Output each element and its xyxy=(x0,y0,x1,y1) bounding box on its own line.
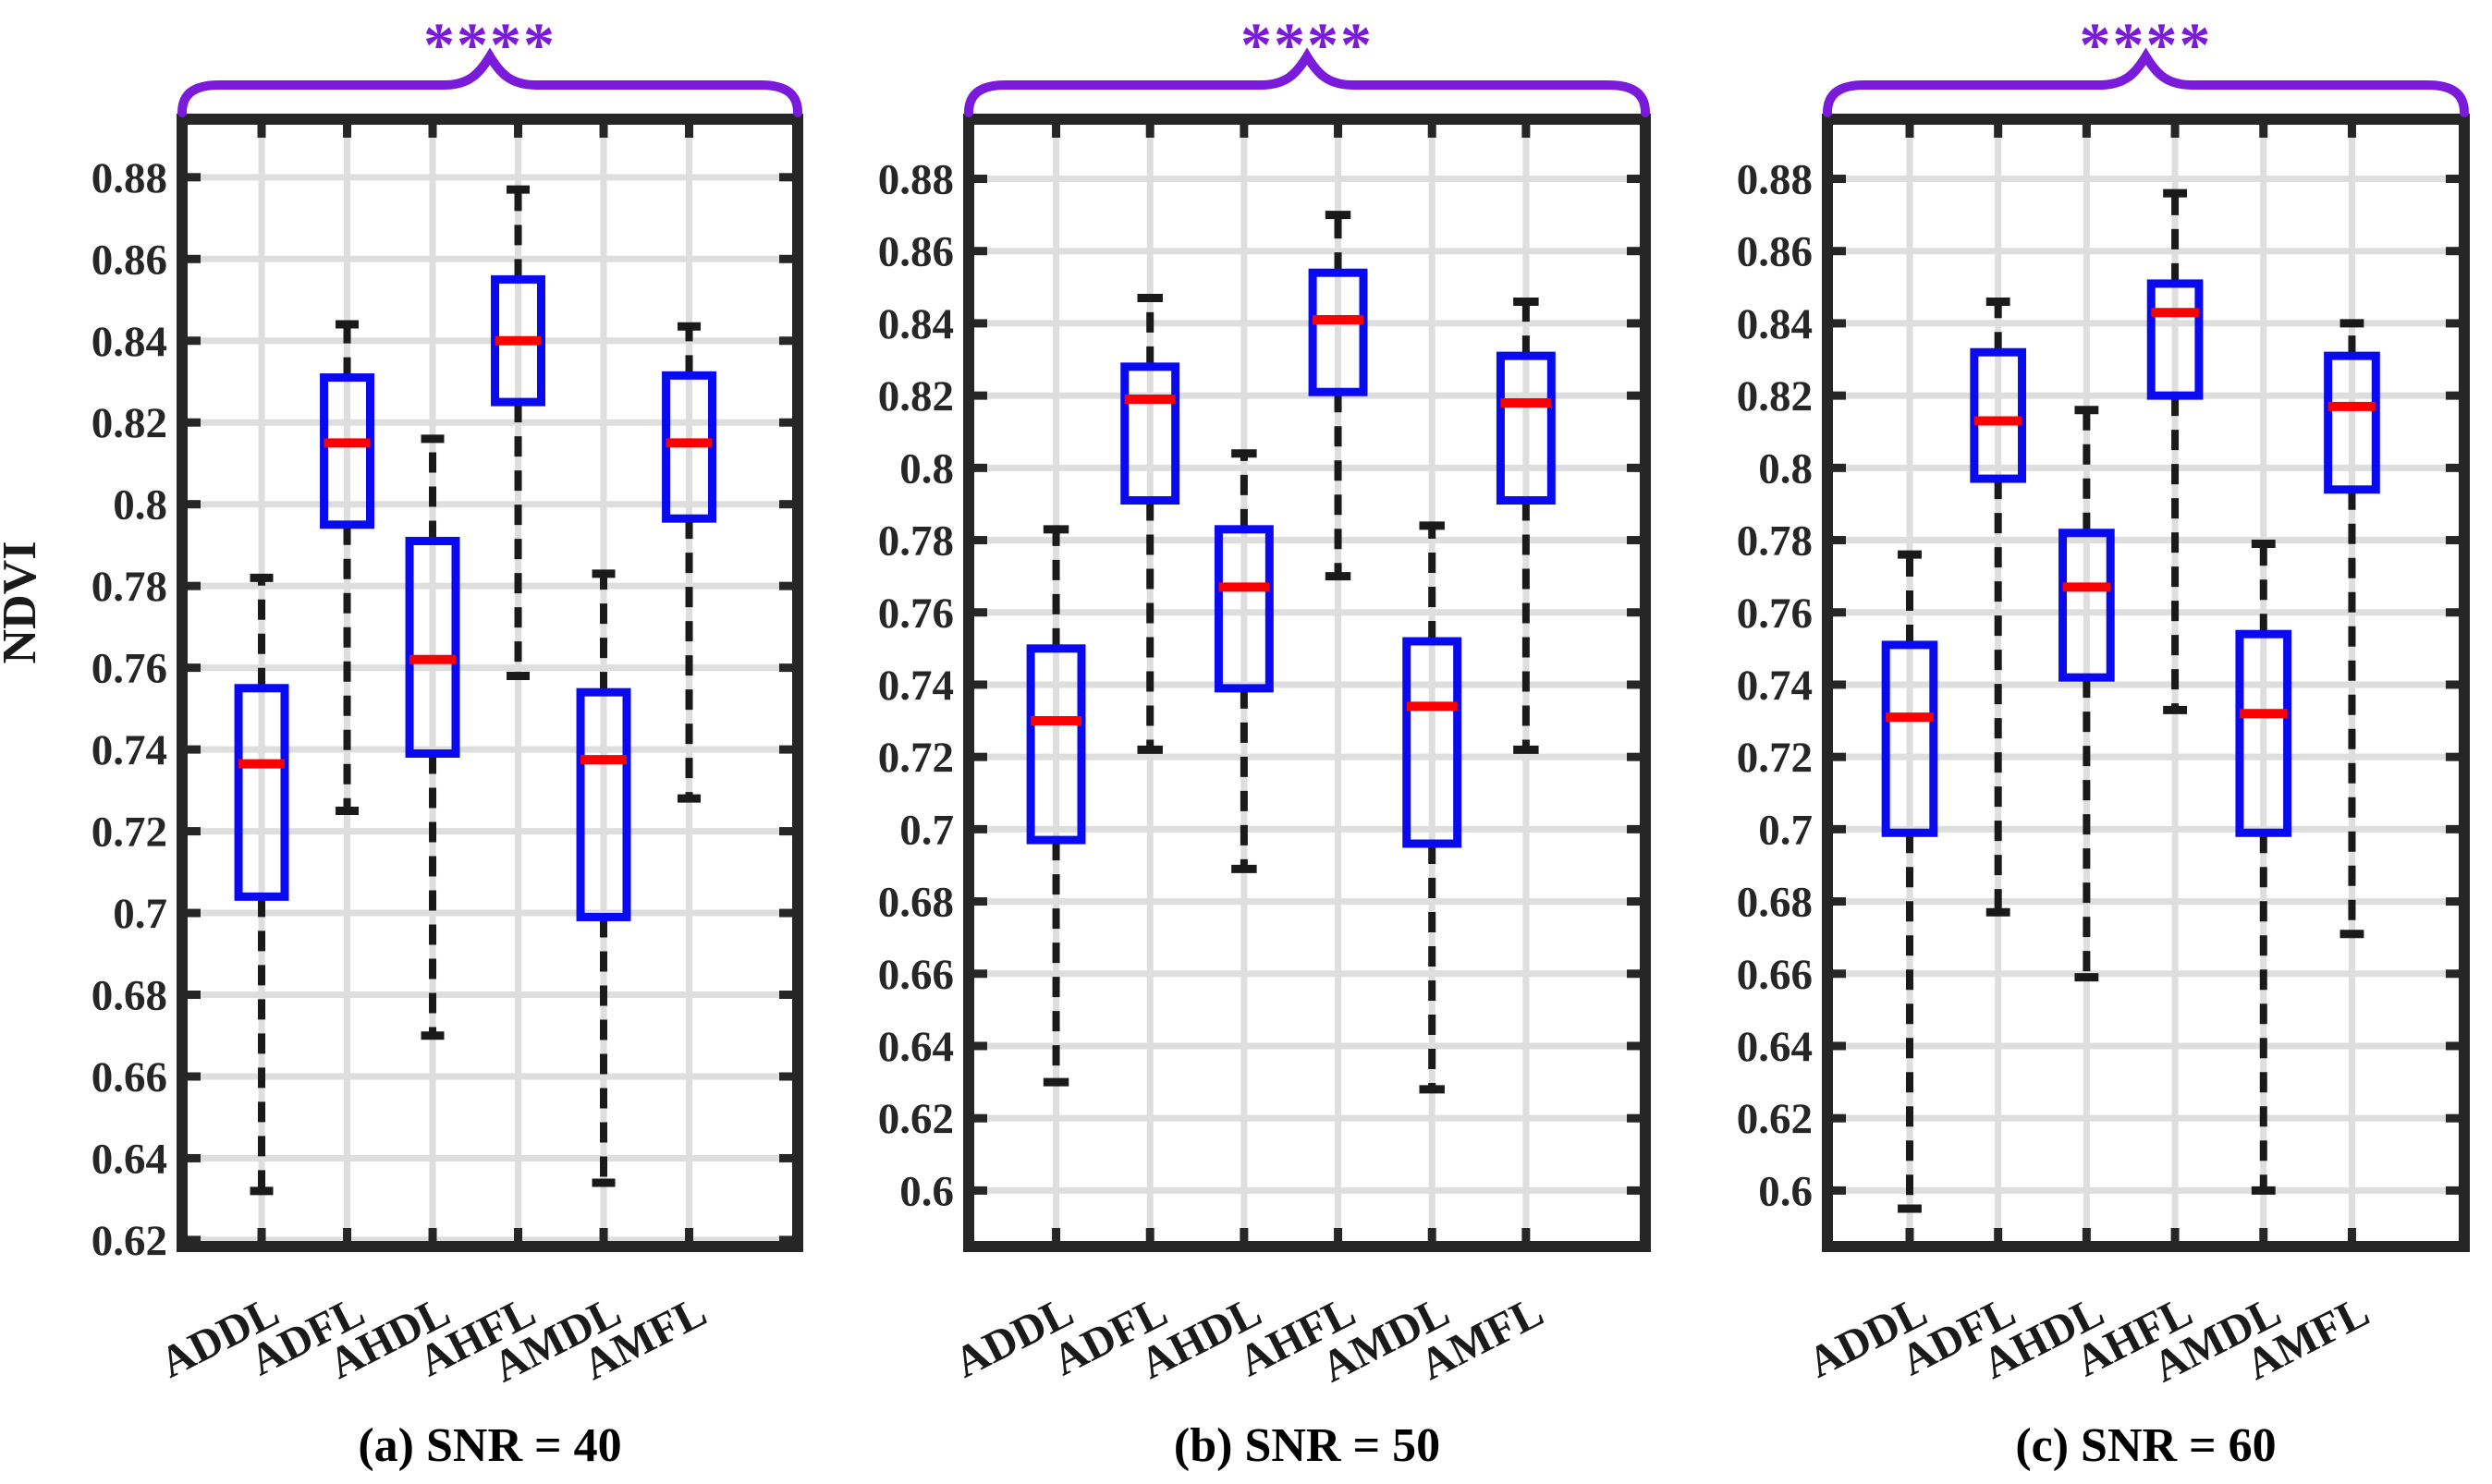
svg-text:0.66: 0.66 xyxy=(92,1053,167,1101)
svg-text:0.76: 0.76 xyxy=(878,590,954,638)
svg-text:0.64: 0.64 xyxy=(1737,1023,1813,1071)
svg-text:0.78: 0.78 xyxy=(1737,517,1813,566)
axes-border xyxy=(1822,114,2470,1252)
svg-text:0.84: 0.84 xyxy=(1737,300,1813,348)
grid-lines xyxy=(1827,119,2464,1247)
grid-lines xyxy=(182,119,798,1247)
significance-stars: **** xyxy=(423,9,556,79)
tick-marks xyxy=(974,125,1640,1241)
svg-text:0.66: 0.66 xyxy=(878,951,954,999)
box-plot-AMFL xyxy=(1496,297,1556,754)
svg-text:0.86: 0.86 xyxy=(1737,228,1813,276)
svg-text:0.62: 0.62 xyxy=(1737,1095,1813,1143)
box-plot-ADFL xyxy=(1120,294,1180,754)
box-plot-AMDL xyxy=(2235,539,2292,1195)
svg-text:0.74: 0.74 xyxy=(1737,662,1813,710)
box-plot-AHFL xyxy=(491,185,545,680)
svg-text:0.76: 0.76 xyxy=(1737,590,1813,638)
svg-text:0.74: 0.74 xyxy=(878,662,954,710)
svg-text:0.66: 0.66 xyxy=(1737,951,1813,999)
svg-text:0.64: 0.64 xyxy=(878,1023,954,1071)
box-plot-AHFL xyxy=(1308,211,1368,581)
panel-caption: (b) SNR = 50 xyxy=(1174,1419,1440,1472)
box-plot-AHDL xyxy=(2058,406,2115,982)
boxplot-panel-a: 0.62 0.64 0.66 0.68 0.7 0.72 0.74 0.76 0.78 0.8 0.… xyxy=(0,9,803,1472)
box-plot-ADFL xyxy=(1970,297,2027,917)
box-plot-ADDL xyxy=(1026,525,1086,1087)
svg-text:0.86: 0.86 xyxy=(878,228,954,276)
box-plot-AMDL xyxy=(576,569,631,1187)
svg-text:0.84: 0.84 xyxy=(92,318,167,366)
y-tick-labels: 0.6 0.62 0.64 0.66 0.68 0.7 0.72 0.74 0.76 0.78 0.… xyxy=(878,156,954,1216)
tick-marks xyxy=(1833,125,2459,1241)
significance-bracket xyxy=(1823,47,2469,117)
svg-text:0.8: 0.8 xyxy=(1758,444,1813,493)
y-tick-labels: 0.62 0.64 0.66 0.68 0.7 0.72 0.74 0.76 0.78 0.8 0.… xyxy=(92,154,167,1265)
boxplot-panel-b: 0.6 0.62 0.64 0.66 0.68 0.7 0.72 0.74 0.76 0.78 0.… xyxy=(878,9,1651,1472)
panel-caption: (a) SNR = 40 xyxy=(358,1419,621,1472)
significance-bracket xyxy=(177,47,802,117)
svg-text:0.78: 0.78 xyxy=(878,517,954,566)
svg-text:0.72: 0.72 xyxy=(92,809,167,857)
box-plot-AHDL xyxy=(405,434,460,1040)
svg-text:0.82: 0.82 xyxy=(1737,372,1813,420)
svg-text:0.64: 0.64 xyxy=(92,1135,167,1183)
significance-stars: **** xyxy=(2080,9,2213,79)
svg-text:0.78: 0.78 xyxy=(92,563,167,611)
svg-text:0.88: 0.88 xyxy=(1737,156,1813,204)
svg-text:0.88: 0.88 xyxy=(92,154,167,202)
tick-marks xyxy=(188,125,792,1245)
svg-text:0.6: 0.6 xyxy=(899,1167,954,1215)
y-axis-label: NDVI xyxy=(0,541,46,664)
box-plot-AHFL xyxy=(2146,189,2204,714)
svg-text:0.68: 0.68 xyxy=(1737,879,1813,927)
svg-text:0.76: 0.76 xyxy=(92,645,167,693)
box-plot-AMDL xyxy=(1402,521,1462,1094)
svg-text:0.68: 0.68 xyxy=(878,879,954,927)
axes-border xyxy=(177,114,803,1252)
svg-text:0.84: 0.84 xyxy=(878,300,954,348)
grid-lines xyxy=(969,119,1645,1247)
svg-text:0.62: 0.62 xyxy=(92,1217,167,1265)
svg-text:0.82: 0.82 xyxy=(92,399,167,447)
box-plot-AHDL xyxy=(1214,449,1274,873)
svg-text:0.74: 0.74 xyxy=(92,726,167,774)
svg-text:0.6: 0.6 xyxy=(1758,1167,1813,1215)
svg-text:0.7: 0.7 xyxy=(113,890,167,938)
boxplot-panel-c: 0.6 0.62 0.64 0.66 0.68 0.7 0.72 0.74 0.76 0.78 0.… xyxy=(1737,9,2470,1472)
box-plot-AMFL xyxy=(662,322,716,803)
svg-text:0.82: 0.82 xyxy=(878,372,954,420)
svg-text:0.72: 0.72 xyxy=(878,734,954,782)
svg-text:0.72: 0.72 xyxy=(1737,734,1813,782)
svg-text:0.7: 0.7 xyxy=(899,806,954,854)
box-plot-ADDL xyxy=(234,573,289,1196)
significance-stars: **** xyxy=(1240,9,1374,79)
box-plot-AMFL xyxy=(2324,319,2380,939)
svg-text:0.88: 0.88 xyxy=(878,156,954,204)
svg-text:0.8: 0.8 xyxy=(899,444,954,493)
svg-text:0.68: 0.68 xyxy=(92,972,167,1020)
panel-caption: (c) SNR = 60 xyxy=(2015,1419,2276,1472)
svg-text:0.8: 0.8 xyxy=(113,481,167,529)
svg-text:0.7: 0.7 xyxy=(1758,806,1813,854)
svg-text:0.86: 0.86 xyxy=(92,236,167,284)
svg-text:0.62: 0.62 xyxy=(878,1095,954,1143)
box-plot-ADDL xyxy=(1881,550,1938,1213)
box-plot-ADFL xyxy=(320,320,374,815)
significance-bracket xyxy=(964,47,1650,117)
axes-border xyxy=(963,114,1651,1252)
y-tick-labels: 0.6 0.62 0.64 0.66 0.68 0.7 0.72 0.74 0.76 0.78 0.… xyxy=(1737,156,1813,1216)
